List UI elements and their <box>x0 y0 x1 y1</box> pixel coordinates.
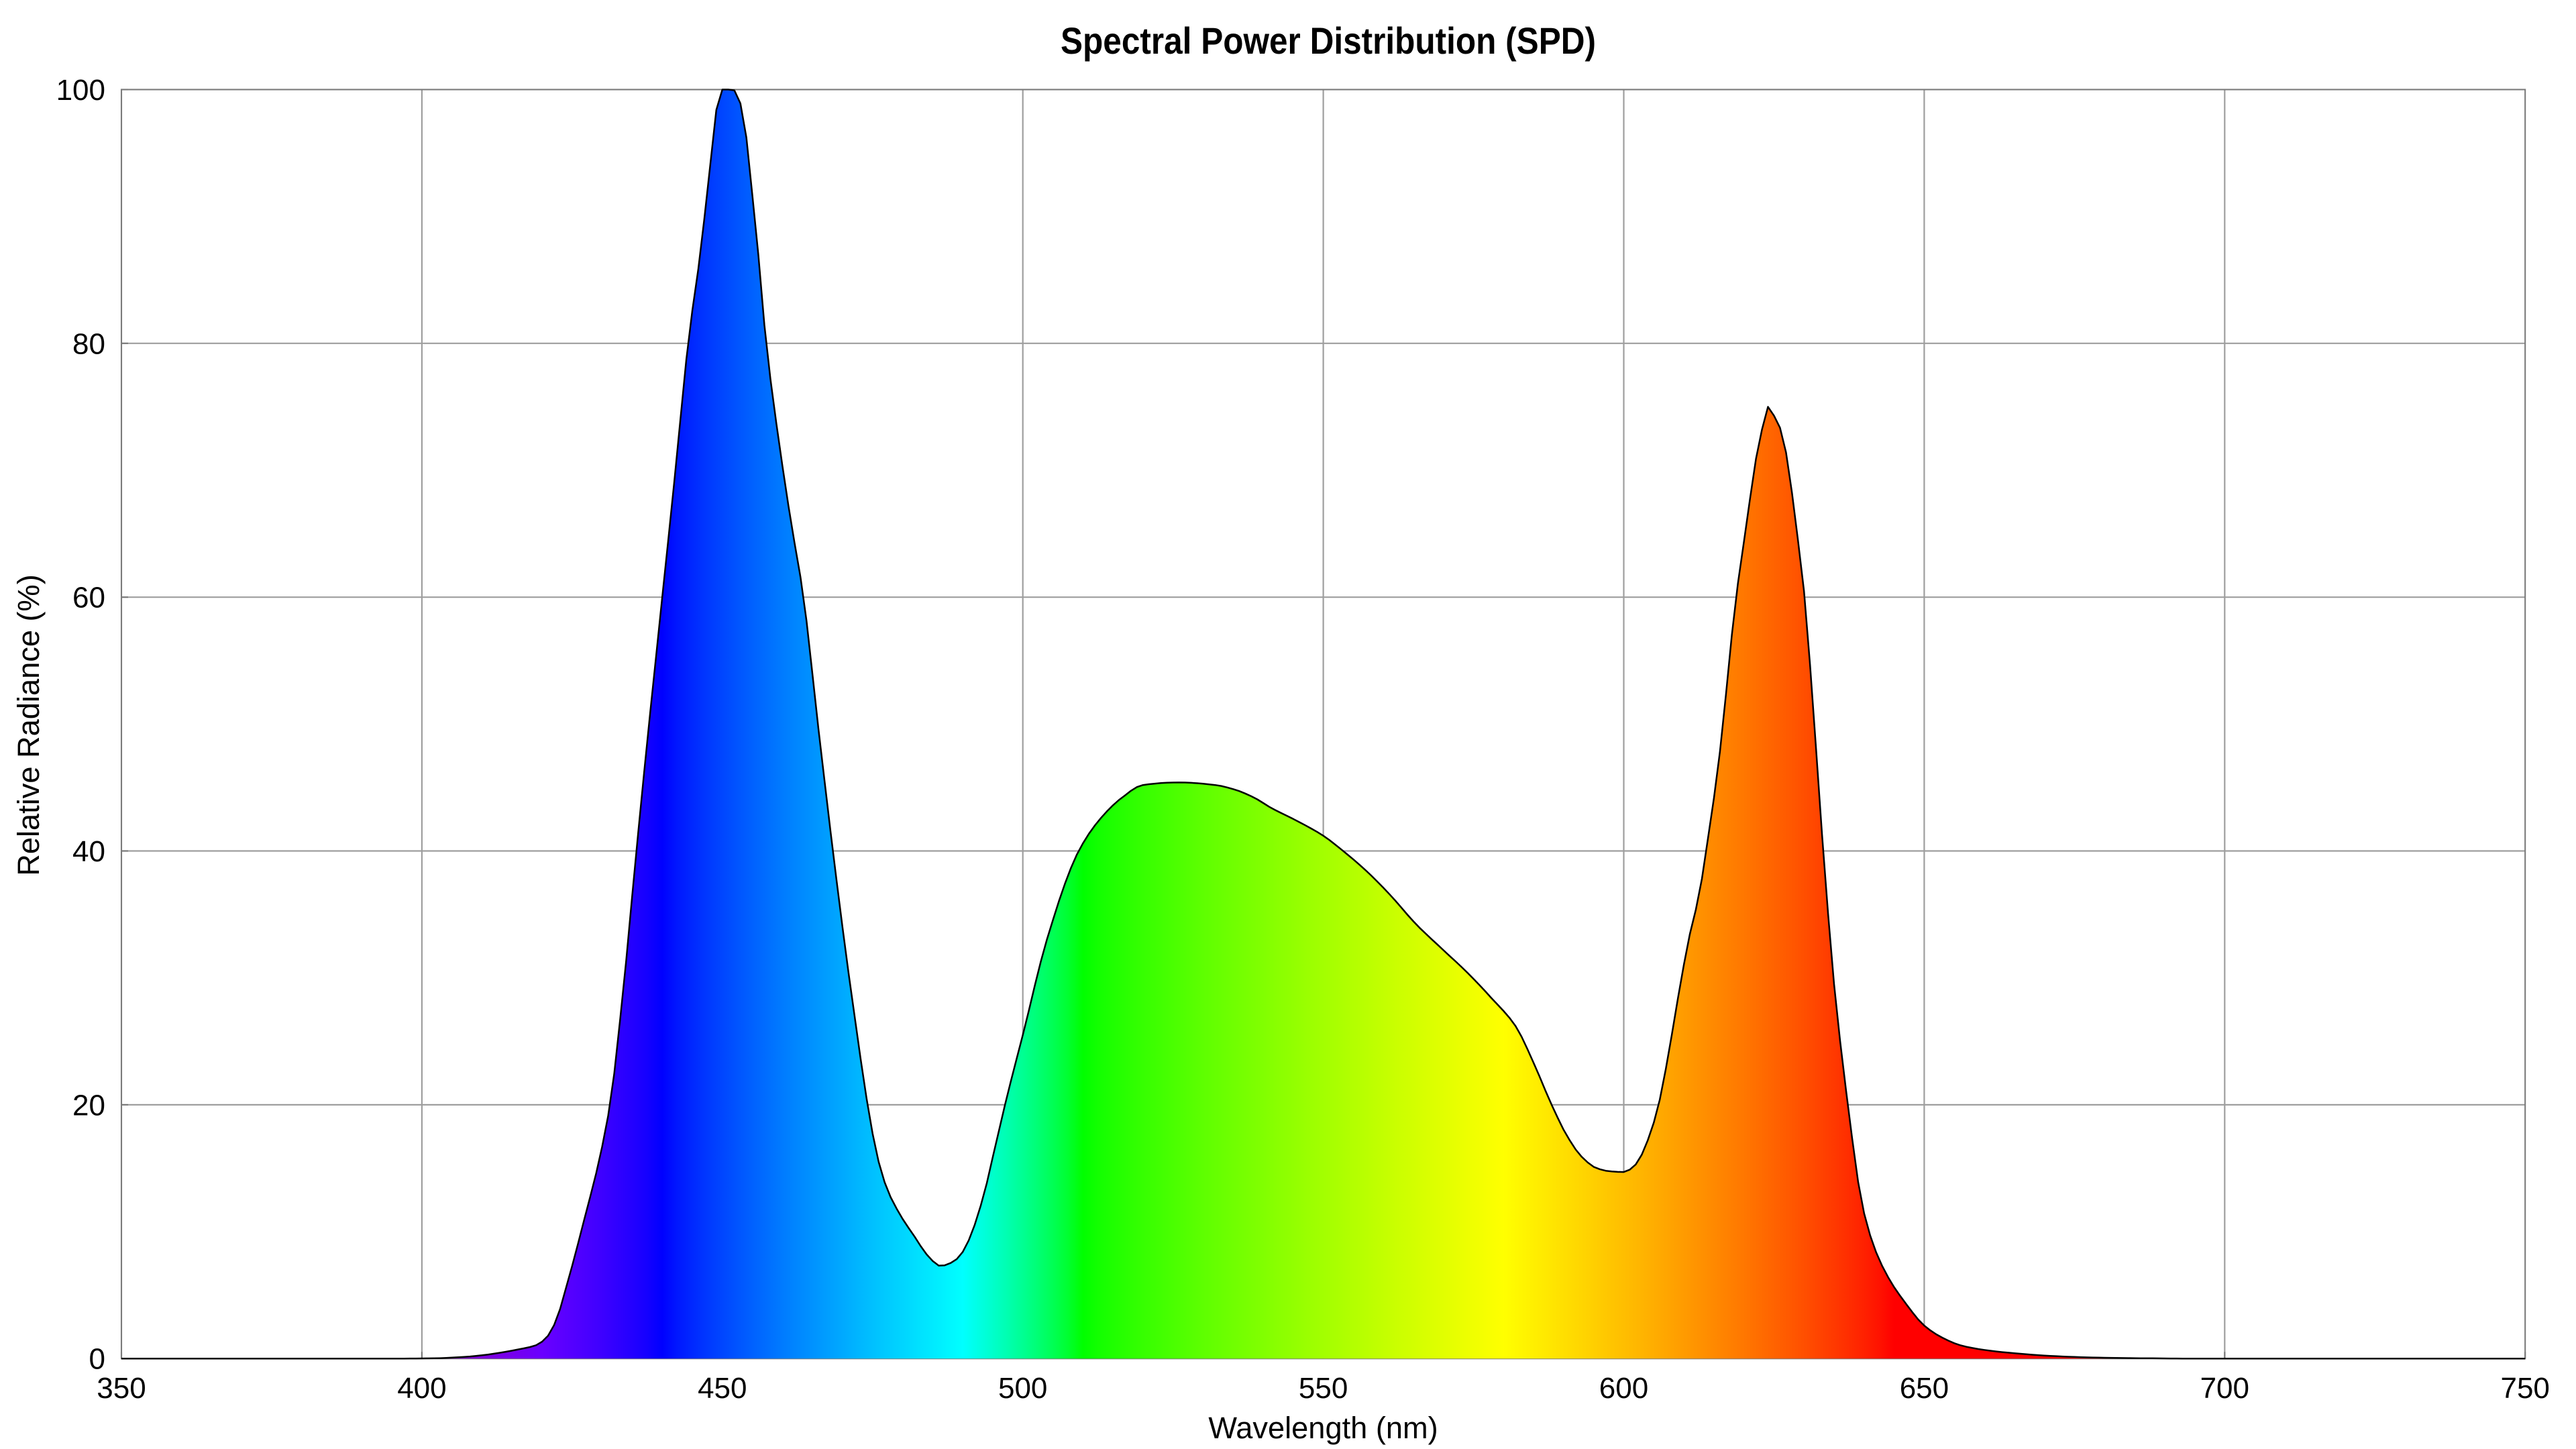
svg-text:Spectral Power Distribution (S: Spectral Power Distribution (SPD) <box>1061 19 1596 62</box>
svg-text:500: 500 <box>998 1372 1047 1405</box>
svg-text:0: 0 <box>89 1343 105 1376</box>
svg-text:350: 350 <box>97 1372 146 1405</box>
svg-text:400: 400 <box>397 1372 446 1405</box>
svg-text:700: 700 <box>2200 1372 2249 1405</box>
svg-text:450: 450 <box>698 1372 747 1405</box>
svg-text:80: 80 <box>72 327 105 360</box>
svg-text:60: 60 <box>72 582 105 614</box>
svg-text:20: 20 <box>72 1089 105 1122</box>
svg-text:Relative Radiance (%): Relative Radiance (%) <box>11 574 46 876</box>
svg-text:750: 750 <box>2500 1372 2549 1405</box>
svg-text:550: 550 <box>1299 1372 1348 1405</box>
svg-text:600: 600 <box>1599 1372 1648 1405</box>
svg-text:40: 40 <box>72 835 105 868</box>
svg-text:100: 100 <box>56 74 105 107</box>
svg-text:Wavelength (nm): Wavelength (nm) <box>1208 1411 1438 1445</box>
svg-text:650: 650 <box>1900 1372 1949 1405</box>
